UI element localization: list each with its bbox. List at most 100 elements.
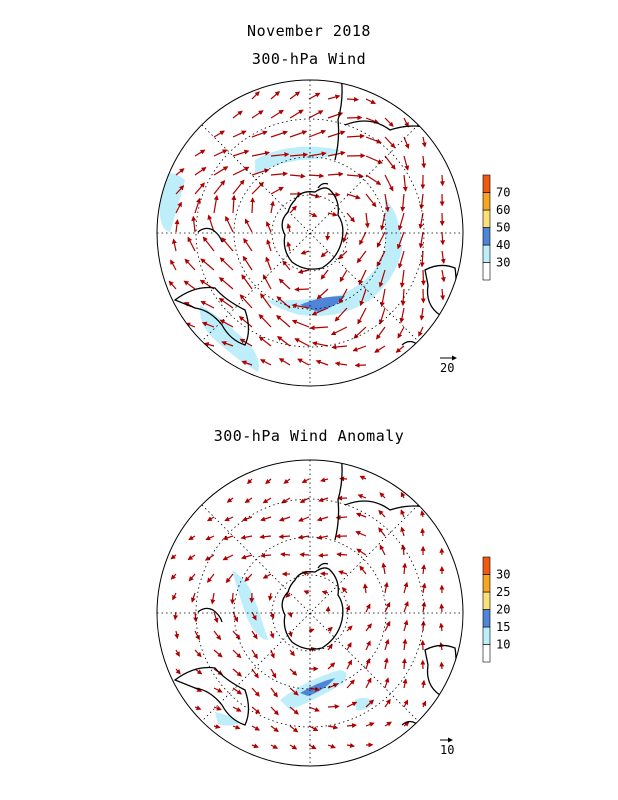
wind-vector xyxy=(206,516,215,522)
wind-vector xyxy=(232,110,243,119)
wind-vector xyxy=(320,571,329,577)
wind-vector xyxy=(278,534,291,540)
wind-vector xyxy=(193,611,199,623)
colorbar-segment xyxy=(482,556,491,575)
wind-polar-map: 30 40 50 60 70 20 xyxy=(156,79,510,387)
wind-vector xyxy=(419,250,425,268)
wind-vector xyxy=(384,721,392,727)
wind-colorbar: 30 40 50 60 70 xyxy=(482,174,510,281)
wind-vector xyxy=(379,288,386,308)
wind-vector-field xyxy=(168,91,446,368)
wind-vector xyxy=(213,649,223,658)
wind-vector xyxy=(315,359,329,366)
wind-vector xyxy=(174,630,180,640)
wind-vector xyxy=(308,706,320,712)
wind-vector xyxy=(403,600,409,613)
wind-vector xyxy=(230,592,236,605)
wind-vector xyxy=(172,592,177,601)
colorbar-tick-label: 25 xyxy=(496,585,510,599)
wind-vector xyxy=(339,269,348,283)
wind-vector xyxy=(418,231,424,249)
wind-vector xyxy=(320,477,329,483)
wind-vector xyxy=(265,256,272,271)
wind-vector xyxy=(365,640,371,651)
wind-vector xyxy=(376,250,386,267)
wind-vector xyxy=(439,642,444,651)
wind-vector xyxy=(270,152,290,158)
wind-vector xyxy=(308,173,325,179)
wind-vector xyxy=(402,174,408,192)
wind-vector xyxy=(403,721,410,727)
wind-vector xyxy=(420,527,426,537)
wind-vector xyxy=(327,643,333,651)
wind-vector xyxy=(321,590,329,596)
wind-vector xyxy=(384,136,396,149)
wind-vector xyxy=(269,630,275,639)
wind-vector xyxy=(194,705,202,711)
wind-vector xyxy=(301,478,310,484)
wind-vector xyxy=(232,611,239,623)
wind-vector xyxy=(286,241,292,252)
wind-vector xyxy=(213,705,222,711)
wind-vector xyxy=(320,269,329,280)
wind-vector xyxy=(403,117,409,128)
wind-vector xyxy=(353,326,367,339)
wind-vector xyxy=(327,743,336,749)
anomaly-shading xyxy=(215,570,375,726)
wind-vector xyxy=(289,173,306,179)
wind-vector xyxy=(299,552,310,558)
wind-vector xyxy=(421,700,427,708)
wind-vector xyxy=(218,277,234,290)
anomaly-reference-vector: 10 xyxy=(440,737,454,757)
wind-vector xyxy=(222,535,234,541)
wind-vector xyxy=(278,516,291,522)
wind-vector xyxy=(213,166,229,176)
wind-vector xyxy=(240,554,253,560)
wind-vector xyxy=(194,182,205,195)
wind-vector xyxy=(232,687,243,695)
wind-vector xyxy=(400,526,406,537)
wind-vector xyxy=(278,358,291,366)
wind-vector xyxy=(365,677,372,689)
wind-vector xyxy=(221,341,234,347)
wind-vector xyxy=(289,687,299,696)
anomaly-panel-title: 300-hPa Wind Anomaly xyxy=(213,427,405,445)
wind-vector xyxy=(440,288,446,301)
map-boundary xyxy=(156,459,464,767)
colorbar-segment xyxy=(482,574,491,593)
wind-vector xyxy=(258,336,272,347)
wind-vector xyxy=(262,497,272,504)
wind-vector xyxy=(231,194,237,214)
wind-vector xyxy=(289,91,301,100)
wind-vector xyxy=(210,592,216,605)
colorbar-tick-label: 30 xyxy=(496,256,510,270)
wind-vector xyxy=(346,625,353,632)
wind-vector xyxy=(308,212,318,217)
wind-vector xyxy=(346,212,355,223)
wind-vector xyxy=(346,642,352,651)
wind-vector xyxy=(311,341,329,347)
wind-vector xyxy=(400,288,406,307)
wind-vector xyxy=(270,687,278,698)
wind-vector xyxy=(439,603,445,613)
wind-vector xyxy=(440,269,446,283)
wind-vector xyxy=(376,231,386,248)
wind-vector xyxy=(194,649,202,658)
wind-vector xyxy=(232,706,242,712)
wind-vector xyxy=(336,551,348,557)
wind-vector xyxy=(270,668,277,679)
wind-vector xyxy=(397,326,405,339)
wind-vector xyxy=(318,552,329,558)
wind-vector xyxy=(400,491,406,499)
wind-vector xyxy=(175,185,185,195)
wind-vector xyxy=(204,554,215,561)
wind-vector xyxy=(259,534,272,540)
wind-vector xyxy=(421,601,427,613)
wind-vector xyxy=(213,630,222,641)
wind-vector xyxy=(378,509,386,518)
wind-vector xyxy=(175,668,181,675)
wind-vector xyxy=(297,358,310,366)
wind-vector xyxy=(403,581,409,594)
wind-speed-shading xyxy=(159,146,402,372)
wind-vector xyxy=(384,155,396,170)
